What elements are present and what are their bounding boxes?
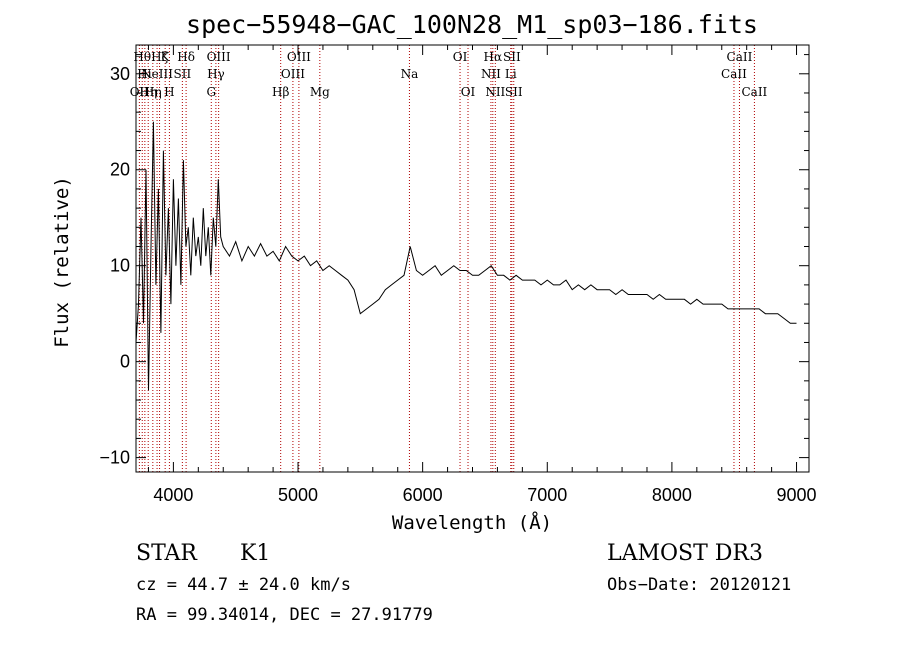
marker-label-19: OI — [453, 50, 468, 64]
x-tick-label-0: 4000 — [153, 485, 193, 505]
y-axis-ticks: −10 0 10 20 30 — [99, 54, 809, 468]
marker-label-14: Hβ — [272, 85, 289, 99]
marker-label-15: OIII — [281, 67, 305, 81]
marker-label-29: CaII — [741, 85, 767, 99]
marker-label-26: SII — [505, 85, 523, 99]
marker-label-20: OI — [461, 85, 476, 99]
marker-label-4: Hη — [144, 85, 162, 99]
chart-title: spec−55948−GAC_100N28_M1_sp03−186.fits — [186, 10, 758, 39]
y-tick-label-0: −10 — [99, 448, 130, 468]
marker-label-23: NII — [485, 85, 505, 99]
marker-label-7: K — [161, 50, 171, 64]
y-tick-label-3: 20 — [110, 160, 130, 180]
y-tick-label-4: 30 — [110, 64, 130, 84]
marker-label-21: NII — [481, 67, 501, 81]
marker-label-0: OII — [130, 85, 150, 99]
marker-label-24: Li — [505, 67, 517, 81]
object-class: STAR — [136, 541, 198, 566]
object-subclass: K1 — [240, 541, 270, 566]
marker-label-17: Mg — [310, 85, 330, 99]
observation-date: Obs−Date: 20120121 — [607, 575, 791, 595]
redshift-readout: cz = 44.7 ± 24.0 km/s — [136, 575, 351, 595]
marker-label-8: H — [164, 85, 174, 99]
marker-label-25: SII — [503, 50, 521, 64]
x-tick-label-1: 5000 — [278, 485, 318, 505]
marker-label-28: CaII — [727, 50, 753, 64]
marker-label-9: SII — [174, 67, 192, 81]
y-tick-label-2: 10 — [110, 256, 130, 276]
x-tick-label-2: 6000 — [403, 485, 443, 505]
x-tick-label-3: 7000 — [527, 485, 567, 505]
marker-label-11: G — [206, 85, 216, 99]
marker-label-3: Hη — [139, 85, 157, 99]
marker-label-1: Hθ — [133, 50, 151, 64]
x-axis-ticks: 4000 5000 6000 7000 8000 9000 — [147, 45, 817, 505]
x-tick-label-4: 8000 — [652, 485, 692, 505]
emission-line-labels: OIIHθHιHηHηNeIIIHζKHSIIHδGHγOIIIHβOIIIOI… — [130, 50, 768, 99]
coordinates-readout: RA = 99.34014, DEC = 27.91779 — [136, 605, 433, 625]
spectrum-series — [135, 121, 797, 391]
x-tick-label-5: 9000 — [777, 485, 817, 505]
marker-label-12: Hγ — [207, 67, 225, 81]
y-tick-label-1: 0 — [120, 352, 130, 372]
survey-name: LAMOST DR3 — [607, 541, 763, 566]
marker-label-6: Hζ — [151, 50, 168, 64]
marker-label-5: NeIII — [141, 67, 173, 81]
marker-label-16: OIII — [287, 50, 311, 64]
x-axis-title: Wavelength (Å) — [392, 511, 552, 534]
spectrum-line-0 — [135, 121, 797, 391]
marker-label-13: OIII — [207, 50, 231, 64]
marker-label-22: Hα — [484, 50, 503, 64]
marker-label-18: Na — [401, 67, 419, 81]
marker-label-10: Hδ — [177, 50, 195, 64]
marker-label-27: CaII — [721, 67, 747, 81]
y-axis-title: Flux (relative) — [51, 176, 73, 348]
